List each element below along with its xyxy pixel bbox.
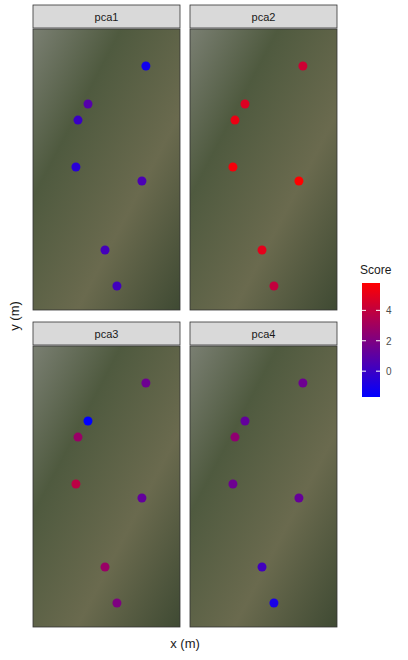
point	[71, 162, 80, 171]
panel-frame	[33, 29, 180, 310]
colorbar-tick	[376, 340, 380, 341]
colorbar-tick-label: 2	[386, 336, 392, 347]
point	[240, 99, 249, 108]
chart: pca1 pca2 pca3 pca4 x (m) y (m) Score 0 2 4	[0, 0, 408, 660]
point	[101, 562, 110, 571]
map-background	[190, 346, 337, 627]
panel-frame	[190, 29, 337, 310]
point	[298, 378, 307, 387]
strip	[190, 5, 337, 28]
point	[294, 494, 303, 503]
strip	[33, 5, 180, 28]
panel-title: pca1	[95, 11, 119, 23]
map-background	[190, 29, 337, 310]
panel-frame	[33, 346, 180, 627]
point	[83, 416, 92, 425]
colorbar-tick-label: 4	[386, 305, 392, 316]
point	[269, 599, 278, 608]
panel: pca1	[33, 5, 180, 310]
point	[228, 479, 237, 488]
panel: pca2	[190, 5, 337, 310]
panel-title: pca3	[95, 328, 119, 340]
points	[228, 378, 307, 607]
point	[294, 177, 303, 186]
panel-title: pca4	[252, 328, 276, 340]
point	[112, 599, 121, 608]
strip	[190, 322, 337, 345]
points	[71, 61, 150, 290]
legend: Score 0 2 4	[360, 263, 392, 397]
points	[228, 61, 307, 290]
colorbar-tick-label: 0	[386, 366, 392, 377]
legend-title: Score	[360, 263, 392, 277]
colorbar-tick	[362, 340, 366, 341]
point	[73, 433, 82, 442]
strip	[33, 322, 180, 345]
point	[240, 416, 249, 425]
colorbar-tick	[362, 310, 366, 311]
points	[71, 378, 150, 607]
point	[228, 162, 237, 171]
point	[230, 116, 239, 125]
point	[73, 116, 82, 125]
colorbar-tick	[376, 310, 380, 311]
panel: pca4	[190, 322, 337, 627]
point	[141, 378, 150, 387]
point	[230, 433, 239, 442]
point	[137, 494, 146, 503]
point	[101, 245, 110, 254]
point	[269, 282, 278, 291]
map-background	[33, 346, 180, 627]
point	[298, 61, 307, 70]
colorbar-tick	[376, 371, 380, 372]
point	[258, 562, 267, 571]
point	[83, 99, 92, 108]
point	[141, 61, 150, 70]
point	[112, 282, 121, 291]
panel-title: pca2	[252, 11, 276, 23]
point	[71, 479, 80, 488]
panel: pca3	[33, 322, 180, 627]
point	[258, 245, 267, 254]
x-axis-title: x (m)	[170, 636, 200, 651]
colorbar-tick	[362, 371, 366, 372]
y-axis-title: y (m)	[7, 301, 22, 331]
map-background	[33, 29, 180, 310]
colorbar	[362, 283, 380, 397]
point	[137, 177, 146, 186]
panel-frame	[190, 346, 337, 627]
